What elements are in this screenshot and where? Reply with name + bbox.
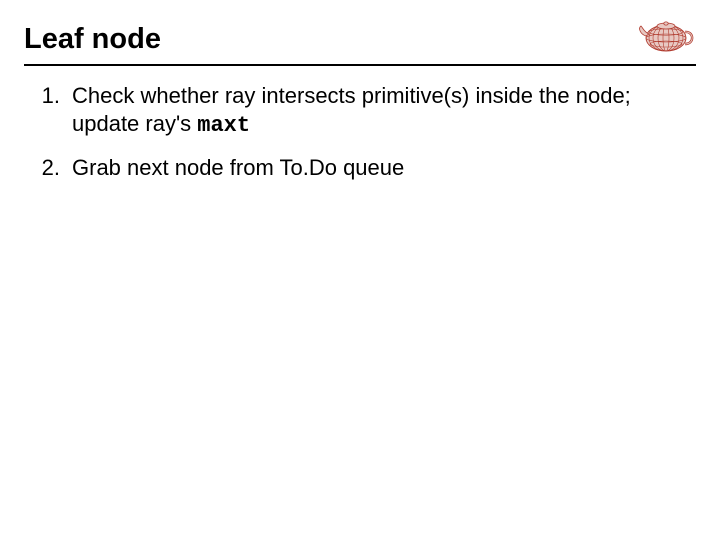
code-token: maxt [197,113,250,138]
list-item: 1. Check whether ray intersects primitiv… [24,82,696,140]
list-text: Grab next node from To.Do queue [72,154,696,184]
list-item: 2. Grab next node from To.Do queue [24,154,696,184]
title-rule [24,64,696,66]
list-text: Check whether ray intersects primitive(s… [72,82,696,140]
slide: Leaf node [0,0,720,540]
content-list: 1. Check whether ray intersects primitiv… [24,82,696,184]
teapot-wireframe-icon [632,14,696,56]
list-number: 2. [24,154,72,184]
page-title: Leaf node [24,23,161,56]
list-number: 1. [24,82,72,140]
header-row: Leaf node [24,14,696,62]
